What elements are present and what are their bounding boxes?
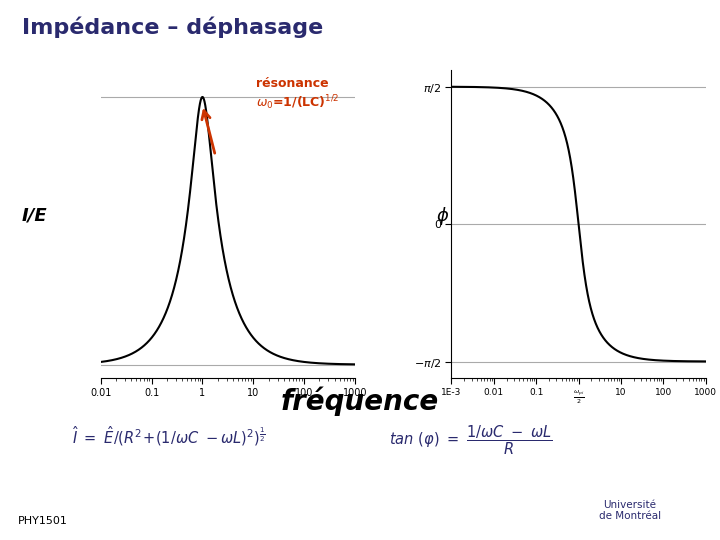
Text: PHY1501: PHY1501 [18, 516, 68, 526]
Text: $tan\ (\varphi)\ =\ \dfrac{1/\omega C\ -\ \omega L}{R}$: $tan\ (\varphi)\ =\ \dfrac{1/\omega C\ -… [389, 424, 552, 457]
Text: résonance: résonance [256, 77, 328, 90]
Text: $\hat{I}\ =\ \hat{E}/(R^2\!+\!(1/\omega C\ -\omega L)^2)^{\frac{1}{2}}$: $\hat{I}\ =\ \hat{E}/(R^2\!+\!(1/\omega … [72, 424, 266, 448]
Text: Impédance – déphasage: Impédance – déphasage [22, 16, 323, 38]
Text: $\phi$: $\phi$ [436, 205, 449, 227]
Text: fréquence: fréquence [281, 386, 439, 416]
Text: Université
de Montréal: Université de Montréal [599, 500, 661, 521]
Text: I/E: I/E [22, 207, 48, 225]
Text: $\omega_0$=1/(LC)$^{1/2}$: $\omega_0$=1/(LC)$^{1/2}$ [256, 93, 339, 112]
